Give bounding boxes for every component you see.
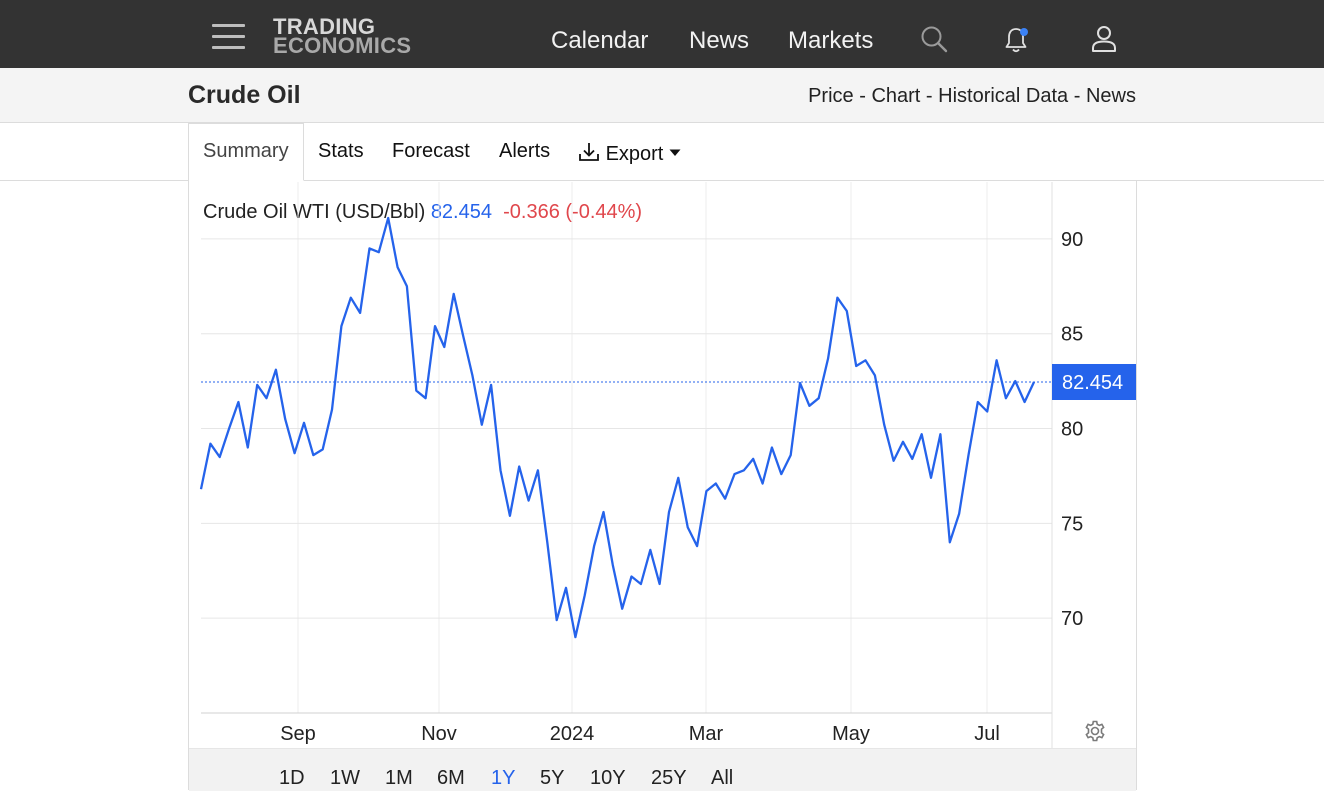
gear-icon[interactable] xyxy=(1083,719,1107,748)
download-icon xyxy=(578,141,600,169)
breadcrumb-separator: - xyxy=(1073,85,1081,107)
range-selector: 1D 1W 1M 6M 1Y 5Y 10Y 25Y All xyxy=(189,748,1136,791)
nav-markets-link[interactable]: Markets xyxy=(788,27,874,54)
range-1m-button[interactable]: 1M xyxy=(385,767,413,789)
y-tick-label: 85 xyxy=(1061,324,1083,346)
chart-panel xyxy=(188,180,1137,790)
breadcrumb: Price - Chart - Historical Data - News xyxy=(808,85,1136,108)
chart-price: 82.454 xyxy=(430,201,492,223)
breadcrumb-chart-link[interactable]: Chart xyxy=(871,85,921,107)
nav-news-link[interactable]: News xyxy=(689,27,750,54)
range-all-button[interactable]: All xyxy=(711,767,734,789)
chart-change-pct: (-0.44%) xyxy=(565,201,643,223)
y-tick-label: 90 xyxy=(1061,229,1083,251)
y-tick-label: 75 xyxy=(1061,513,1083,535)
chart-header: Crude Oil WTI (USD/Bbl) 82.454 -0.366 (-… xyxy=(203,201,642,224)
tab-summary[interactable]: Summary xyxy=(203,140,289,162)
breadcrumb-separator: - xyxy=(859,85,866,107)
x-tick-label: Sep xyxy=(280,723,316,745)
tab-summary-box xyxy=(188,123,304,181)
breadcrumb-news-link[interactable]: News xyxy=(1085,85,1136,107)
range-1w-button[interactable]: 1W xyxy=(330,767,360,789)
export-label: Export xyxy=(605,143,664,165)
breadcrumb-historical-data-link[interactable]: Historical Data xyxy=(938,85,1069,107)
chart-series-name: Crude Oil WTI (USD/Bbl) xyxy=(203,201,426,223)
tab-stats[interactable]: Stats xyxy=(318,140,364,162)
last-price-badge xyxy=(1052,363,1136,400)
menu-icon[interactable] xyxy=(212,24,245,50)
sub-header: Crude Oil Price - Chart - Historical Dat… xyxy=(0,68,1324,123)
x-tick-label: Jul xyxy=(974,723,1000,745)
logo-line-2: ECONOMICS xyxy=(273,33,412,58)
search-icon[interactable] xyxy=(920,25,948,58)
top-navbar: TRADING ECONOMICS Calendar News Markets xyxy=(0,0,1324,68)
breadcrumb-price-link[interactable]: Price xyxy=(808,85,854,107)
breadcrumb-separator: - xyxy=(925,85,933,107)
range-25y-button[interactable]: 25Y xyxy=(651,767,687,789)
x-tick-label: May xyxy=(832,723,870,745)
range-10y-button[interactable]: 10Y xyxy=(590,767,626,789)
last-price-badge-label: 82.454 xyxy=(1062,372,1123,394)
range-1d-button[interactable]: 1D xyxy=(279,767,305,789)
tab-export[interactable]: Export xyxy=(578,140,681,169)
y-tick-label: 70 xyxy=(1061,608,1083,630)
logo-line-1: TRADING xyxy=(273,14,376,39)
tab-alerts[interactable]: Alerts xyxy=(499,140,551,162)
page-title: Crude Oil xyxy=(188,81,301,109)
range-6m-button[interactable]: 6M xyxy=(437,767,465,789)
price-line-series xyxy=(199,216,1036,639)
tab-bar: Summary Stats Forecast Alerts Export xyxy=(0,123,1324,181)
user-account-icon[interactable] xyxy=(1090,24,1118,59)
x-tick-label: 2024 xyxy=(550,723,595,745)
x-tick-label: Nov xyxy=(421,723,457,745)
range-1y-button[interactable]: 1Y xyxy=(491,767,516,789)
y-tick-label: 80 xyxy=(1061,419,1083,441)
nav-calendar-link[interactable]: Calendar xyxy=(551,27,649,54)
x-tick-label: Mar xyxy=(689,723,724,745)
caret-down-icon xyxy=(669,140,681,163)
range-5y-button[interactable]: 5Y xyxy=(540,767,565,789)
notification-bell-icon[interactable] xyxy=(1003,26,1033,59)
chart-change: -0.366 xyxy=(503,201,560,223)
logo[interactable]: TRADING ECONOMICS xyxy=(273,14,412,58)
tab-forecast[interactable]: Forecast xyxy=(392,140,470,162)
